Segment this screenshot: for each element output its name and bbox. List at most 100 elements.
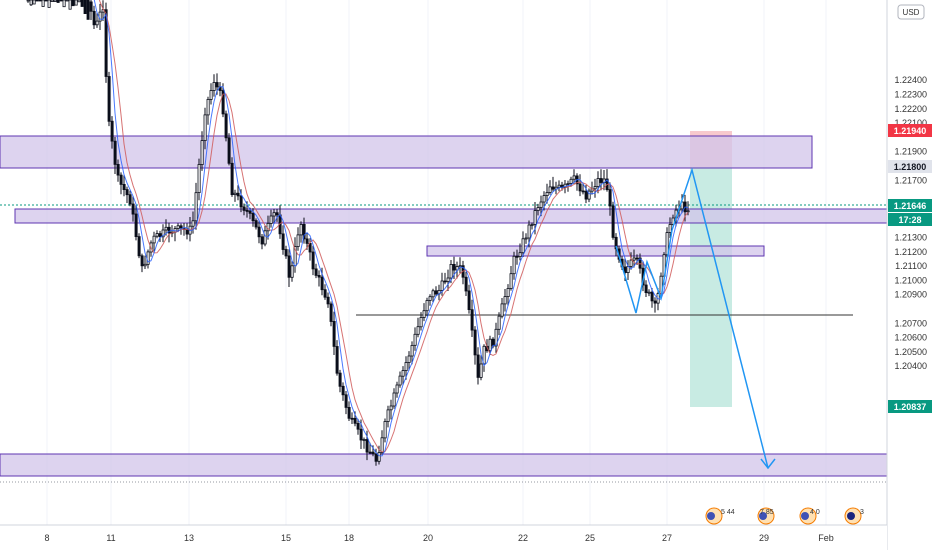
candle-body[interactable]	[440, 280, 444, 291]
candle-body[interactable]	[557, 184, 561, 188]
candle-body[interactable]	[407, 355, 411, 363]
demand-zone-lower[interactable]	[0, 453, 888, 477]
candle-body[interactable]	[116, 163, 120, 176]
candle-body[interactable]	[113, 140, 117, 165]
price-axis[interactable]: 1.22400 1.22300 1.22200 1.22100 1.21900 1.217…	[886, 0, 932, 550]
candle-body[interactable]	[179, 225, 183, 229]
candle-body[interactable]	[410, 344, 414, 357]
candle-body[interactable]	[59, 0, 63, 2]
candle-body[interactable]	[305, 238, 309, 244]
candle-body[interactable]	[533, 210, 537, 225]
candle-body[interactable]	[503, 296, 507, 305]
candle-body[interactable]	[239, 195, 243, 208]
candle-body[interactable]	[56, 0, 60, 3]
candle-body[interactable]	[623, 266, 627, 273]
candle-body[interactable]	[248, 210, 252, 214]
candle-body[interactable]	[209, 90, 213, 100]
candle-body[interactable]	[668, 224, 672, 233]
candle-body[interactable]	[212, 82, 216, 91]
projection-path[interactable]	[615, 167, 769, 469]
candle-body[interactable]	[95, 20, 99, 26]
candle-body[interactable]	[419, 317, 423, 328]
candle-body[interactable]	[62, 0, 66, 8]
candle-body[interactable]	[377, 452, 381, 462]
candle-body[interactable]	[92, 10, 96, 26]
candle-body[interactable]	[257, 226, 261, 238]
candle-body[interactable]	[371, 451, 375, 455]
candle-body[interactable]	[479, 363, 483, 378]
candle-body[interactable]	[185, 228, 189, 235]
candle-body[interactable]	[341, 385, 345, 396]
candle-body[interactable]	[443, 280, 447, 283]
candle-body[interactable]	[467, 290, 471, 310]
candle-body[interactable]	[530, 224, 534, 226]
candle-body[interactable]	[449, 263, 453, 279]
candle-body[interactable]	[506, 288, 510, 298]
candle-body[interactable]	[539, 201, 543, 208]
candle-body[interactable]	[242, 206, 246, 211]
candle-body[interactable]	[593, 186, 597, 190]
candle-body[interactable]	[350, 417, 354, 420]
candle-body[interactable]	[509, 273, 513, 289]
candle-body[interactable]	[86, 0, 90, 20]
candle-body[interactable]	[71, 0, 75, 7]
candle-body[interactable]	[374, 453, 378, 462]
candle-body[interactable]	[65, 0, 69, 2]
candle-body[interactable]	[68, 0, 72, 10]
candle-body[interactable]	[260, 236, 264, 245]
candle-body[interactable]	[50, 0, 54, 3]
candle-body[interactable]	[317, 274, 321, 278]
candle-body[interactable]	[422, 310, 426, 318]
candle-body[interactable]	[686, 210, 690, 213]
candle-body[interactable]	[254, 220, 258, 228]
candle-body[interactable]	[35, 0, 39, 2]
candle-body[interactable]	[584, 190, 588, 200]
candle-body[interactable]	[107, 76, 111, 122]
take-profit-zone[interactable]	[690, 167, 732, 407]
candle-body[interactable]	[665, 232, 669, 256]
candle-body[interactable]	[521, 238, 525, 254]
candle-body[interactable]	[365, 439, 369, 453]
candle-body[interactable]	[272, 212, 276, 217]
candle-body[interactable]	[308, 242, 312, 253]
candle-body[interactable]	[470, 309, 474, 331]
candle-body[interactable]	[413, 333, 417, 346]
candle-body[interactable]	[512, 255, 516, 275]
candle-body[interactable]	[488, 338, 492, 352]
candle-body[interactable]	[224, 113, 228, 139]
candle-body[interactable]	[611, 205, 615, 238]
candle-body[interactable]	[203, 114, 207, 142]
candle-body[interactable]	[32, 0, 36, 5]
candle-body[interactable]	[215, 82, 219, 88]
candle-body[interactable]	[536, 207, 540, 212]
candle-body[interactable]	[104, 9, 108, 77]
candle-body[interactable]	[401, 370, 405, 377]
candle-body[interactable]	[416, 326, 420, 335]
candle-body[interactable]	[125, 189, 129, 196]
candle-body[interactable]	[152, 235, 156, 244]
candle-body[interactable]	[359, 428, 363, 441]
candle-body[interactable]	[89, 1, 93, 12]
candle-body[interactable]	[176, 225, 180, 230]
candle-body[interactable]	[230, 162, 234, 196]
candle-body[interactable]	[200, 140, 204, 166]
candle-body[interactable]	[269, 215, 273, 224]
economic-events[interactable]: 5 44 7 85 4 0 3	[705, 507, 864, 525]
candle-body[interactable]	[80, 0, 84, 7]
candle-body[interactable]	[596, 178, 600, 188]
candle-body[interactable]	[527, 224, 531, 239]
candle-body[interactable]	[638, 257, 642, 269]
resistance-zone-upper[interactable]	[0, 135, 813, 169]
candle-body[interactable]	[299, 223, 303, 236]
candle-body[interactable]	[155, 233, 159, 237]
candle-body[interactable]	[569, 178, 573, 184]
candle-body[interactable]	[119, 174, 123, 185]
candle-body[interactable]	[452, 263, 456, 271]
candle-body[interactable]	[356, 422, 360, 430]
candle-body[interactable]	[635, 257, 639, 260]
candle-body[interactable]	[518, 252, 522, 257]
candle-body[interactable]	[344, 394, 348, 408]
candle-body[interactable]	[353, 417, 357, 424]
candle-body[interactable]	[608, 189, 612, 207]
candle-body[interactable]	[650, 291, 654, 302]
